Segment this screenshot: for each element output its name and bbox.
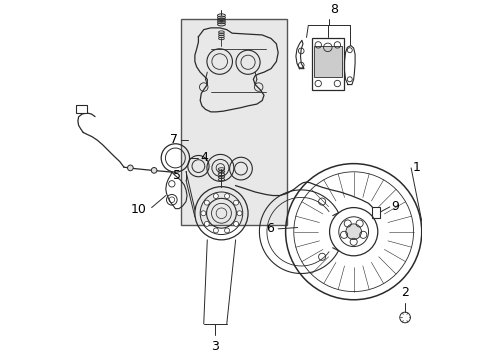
Text: 9: 9: [391, 200, 399, 213]
Circle shape: [213, 228, 218, 233]
Text: 4: 4: [200, 152, 207, 165]
Text: 6: 6: [265, 222, 273, 235]
Bar: [311, 39, 343, 90]
Circle shape: [213, 194, 218, 199]
Bar: [371, 207, 379, 217]
Bar: [76, 105, 86, 113]
Text: 10: 10: [131, 203, 147, 216]
Text: 7: 7: [169, 133, 178, 146]
Circle shape: [233, 221, 238, 226]
Circle shape: [233, 200, 238, 205]
Text: 8: 8: [329, 3, 338, 16]
Text: 5: 5: [172, 169, 181, 182]
Circle shape: [237, 211, 242, 216]
Circle shape: [127, 165, 133, 171]
Circle shape: [345, 224, 361, 239]
Text: 3: 3: [211, 340, 219, 353]
Circle shape: [201, 211, 205, 216]
Circle shape: [151, 167, 157, 173]
Bar: [181, 19, 286, 225]
Circle shape: [224, 194, 229, 199]
Circle shape: [224, 228, 229, 233]
Text: 1: 1: [412, 161, 420, 174]
Circle shape: [204, 200, 209, 205]
Text: 2: 2: [401, 286, 408, 299]
Circle shape: [204, 221, 209, 226]
Bar: [313, 46, 341, 77]
